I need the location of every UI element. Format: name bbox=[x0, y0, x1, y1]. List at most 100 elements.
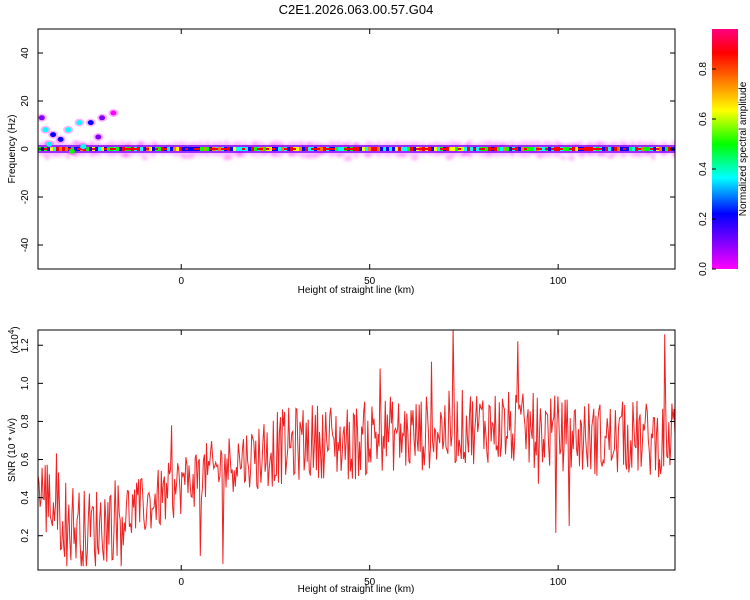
spectrogram-cell bbox=[653, 147, 657, 151]
spectrogram-cell bbox=[503, 147, 507, 151]
spectrogram-x-ticks: 0 50 100 bbox=[178, 29, 567, 287]
spectrogram-cell bbox=[431, 147, 435, 151]
spectrogram-cell bbox=[152, 147, 156, 151]
spectrogram-cell bbox=[107, 147, 111, 151]
spectrogram-cell-peak bbox=[311, 148, 315, 150]
spectrogram-cell bbox=[515, 147, 519, 151]
spectrogram-cell bbox=[335, 147, 339, 151]
spectrogram-cell-halo bbox=[344, 156, 352, 161]
spectrogram-cell-peak bbox=[80, 148, 84, 150]
spectrogram-cell-peak bbox=[257, 148, 261, 150]
spectrogram-y-tick-label: -40 bbox=[20, 237, 31, 252]
snr-y-tick-label: 0.8 bbox=[20, 414, 31, 428]
spectrogram-cell bbox=[413, 147, 417, 151]
spectrogram-cell bbox=[644, 147, 648, 151]
snr-y-scale-label: (x10 bbox=[10, 334, 21, 354]
colorbar-ticks: 0.0 0.2 0.4 0.6 0.8 bbox=[698, 62, 716, 276]
spectrogram-blob bbox=[87, 120, 94, 126]
spectrogram-cell-peak bbox=[587, 148, 591, 150]
spectrogram-cell bbox=[263, 147, 267, 151]
spectrogram-cell-peak bbox=[569, 148, 573, 150]
spectrogram-cell-halo bbox=[142, 156, 148, 160]
spectrogram-cell-peak bbox=[350, 148, 354, 150]
spectrogram-cell-peak bbox=[581, 148, 585, 150]
spectrogram-cell-peak bbox=[539, 148, 543, 150]
spectrogram-cell-peak bbox=[317, 148, 321, 150]
spectrogram-cell-peak bbox=[146, 148, 150, 150]
spectrogram-cell bbox=[584, 147, 588, 151]
spectrogram-cell bbox=[392, 147, 396, 151]
snr-frame bbox=[37, 329, 676, 571]
spectrogram-cell bbox=[341, 147, 345, 151]
spectrogram-cell-halo bbox=[651, 156, 656, 160]
spectrogram-cell bbox=[494, 147, 498, 151]
spectrogram-cell-peak bbox=[77, 148, 81, 150]
spectrogram-cell bbox=[428, 147, 432, 151]
snr-x-tick-label: 100 bbox=[550, 577, 567, 588]
spectrogram-cell bbox=[470, 147, 474, 151]
spectrogram-cell bbox=[368, 147, 372, 151]
spectrogram-cell bbox=[140, 147, 144, 151]
spectrogram-cell bbox=[182, 147, 186, 151]
spectrogram-cell-halo bbox=[45, 156, 50, 160]
spectrogram-cell-halo bbox=[263, 152, 268, 155]
spectrogram-cell-peak bbox=[599, 148, 603, 150]
spectrogram-cell bbox=[233, 147, 237, 151]
snr-x-tick-label: 50 bbox=[364, 577, 376, 588]
spectrogram-cell bbox=[74, 147, 78, 151]
spectrogram-cell-peak bbox=[44, 148, 48, 150]
spectrogram-cell-peak bbox=[479, 148, 483, 150]
spectrogram-cell-halo bbox=[561, 156, 566, 160]
chart-title: C2E1.2026.063.00.57.G04 bbox=[279, 2, 434, 17]
spectrogram-blob bbox=[38, 115, 45, 121]
spectrogram-cell bbox=[461, 147, 465, 151]
spectrogram-cell-peak bbox=[164, 148, 168, 150]
spectrogram-cell-peak bbox=[524, 148, 528, 150]
spectrogram-cell bbox=[161, 147, 165, 151]
spectrogram-cell-halo bbox=[72, 152, 80, 155]
spectrogram-cell-peak bbox=[221, 148, 225, 150]
spectrogram-cell-peak bbox=[347, 148, 351, 150]
spectrogram-cell bbox=[557, 147, 561, 151]
spectrogram-panel: 0 50 100 -40 -20 0 20 40 Height of straight li… bbox=[7, 28, 676, 296]
spectrogram-cell-peak bbox=[155, 148, 159, 150]
spectrogram-cell bbox=[542, 147, 546, 151]
spectrogram-cell-halo bbox=[363, 153, 371, 157]
spectrogram-blob bbox=[50, 132, 57, 138]
snr-x-label: Height of straight line (km) bbox=[298, 584, 415, 595]
spectrogram-cell bbox=[176, 147, 180, 151]
colorbar-label: Normalized spectral amplitude bbox=[738, 81, 749, 216]
spectrogram-cell-halo bbox=[312, 154, 318, 158]
spectrogram-cell bbox=[521, 147, 525, 151]
spectrogram-x-tick-label: 0 bbox=[178, 276, 184, 287]
spectrogram-cell bbox=[236, 147, 240, 151]
spectrogram-cell bbox=[200, 147, 204, 151]
snr-panel: 0 50 100 0.2 0.4 0.6 0.8 1.0 1.2 Height of stra… bbox=[7, 326, 676, 595]
spectrogram-blob bbox=[57, 136, 64, 142]
spectrogram-cell-halo bbox=[181, 155, 189, 159]
spectrogram-cell-peak bbox=[197, 148, 201, 150]
spectrogram-cell bbox=[464, 147, 468, 151]
spectrogram-cell bbox=[254, 147, 258, 151]
spectrogram-cell bbox=[377, 147, 381, 151]
spectrogram-early-blobs bbox=[38, 109, 119, 156]
spectrogram-cell bbox=[497, 147, 501, 151]
colorbar-tick-label: 0.6 bbox=[698, 112, 709, 126]
spectrogram-cell bbox=[86, 147, 90, 151]
spectrogram-blob bbox=[110, 110, 117, 116]
spectrogram-cell-peak bbox=[104, 148, 108, 150]
spectrogram-cell bbox=[485, 147, 489, 151]
spectrogram-cell-peak bbox=[185, 148, 189, 150]
spectrogram-cell-peak bbox=[473, 148, 477, 150]
spectrogram-cell bbox=[632, 147, 636, 151]
spectrogram-blob bbox=[68, 148, 75, 154]
spectrogram-blob bbox=[46, 141, 53, 147]
spectrogram-cell bbox=[383, 147, 387, 151]
spectrogram-cell-halo bbox=[465, 142, 470, 147]
spectrogram-cell-halo bbox=[607, 155, 614, 159]
spectrogram-cell bbox=[245, 147, 249, 151]
snr-y-label: SNR (10 * v/v) bbox=[7, 418, 18, 482]
spectrogram-blob bbox=[42, 127, 49, 133]
spectrogram-cell bbox=[179, 147, 183, 151]
